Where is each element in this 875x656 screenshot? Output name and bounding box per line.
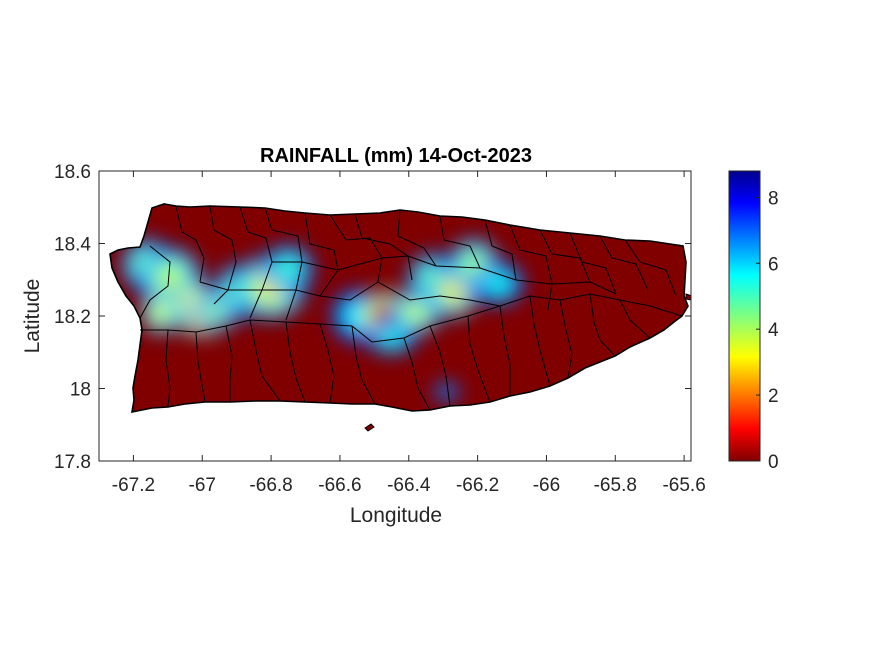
colorbar-tick-label: 0: [768, 452, 779, 473]
municipality-boundary: [499, 305, 511, 396]
x-tick-label: -66.2: [456, 475, 499, 496]
y-tick-label: 17.8: [54, 452, 91, 473]
rain-cell: [366, 321, 417, 354]
municipality-boundary: [285, 321, 306, 403]
municipality-boundary: [165, 329, 171, 408]
municipality-boundary: [329, 214, 383, 283]
rain-layer: [122, 238, 524, 402]
colorbar-tick-label: 8: [768, 188, 779, 209]
rain-cell: [473, 262, 524, 305]
municipality-boundary: [264, 207, 303, 321]
municipality-boundary: [319, 323, 335, 404]
rain-cell: [390, 291, 441, 334]
x-axis-label: Longitude: [350, 504, 442, 527]
caja-de-muertos-island: [364, 423, 375, 432]
municipality-boundary: [529, 295, 551, 387]
east-islet: [685, 293, 691, 301]
x-tick-label: -67.2: [112, 475, 155, 496]
municipality-boundary: [377, 281, 501, 307]
colorbar-tick-label: 4: [768, 320, 779, 341]
rain-cell: [263, 245, 314, 293]
municipality-boundary: [354, 213, 413, 281]
x-tick-label: -65.6: [662, 475, 705, 496]
y-tick-label: 18.4: [54, 235, 91, 256]
y-tick-label: 18.2: [54, 307, 91, 328]
municipality-boundary: [304, 212, 339, 297]
municipality-boundary: [175, 205, 205, 283]
municipality-boundary: [589, 293, 616, 357]
municipality-boundary: [467, 315, 491, 403]
island-rainfall-field: [110, 204, 688, 412]
colorbar-tick-label: 2: [768, 386, 779, 407]
municipality-boundary: [272, 255, 617, 295]
municipality-boundary: [569, 232, 617, 295]
rain-contour: [404, 302, 427, 322]
colorbar-ticks: 0 2 4 6 8: [756, 188, 779, 473]
rain-contour: [487, 273, 510, 293]
x-tick-label: -66: [533, 475, 560, 496]
y-axis-label: Latitude: [21, 279, 44, 354]
y-tick-label: 18: [70, 380, 91, 401]
municipality-boundaries: [139, 205, 683, 411]
municipality-boundary: [239, 206, 273, 319]
municipality-boundary: [397, 209, 437, 267]
rain-contour: [380, 330, 403, 345]
x-axis-ticks: -67.2 -67 -66.8 -66.6 -66.4 -66.2 -66 -65.8 -65.…: [112, 171, 706, 496]
municipality-boundary: [619, 299, 651, 339]
colorbar-tick-label: 6: [768, 254, 779, 275]
x-tick-label: -67: [189, 475, 216, 496]
rain-cell: [140, 291, 181, 334]
municipality-boundary: [225, 325, 233, 402]
y-tick-label: 18.6: [54, 162, 91, 183]
x-tick-label: -65.8: [594, 475, 637, 496]
municipality-boundary: [599, 235, 649, 291]
rain-cell: [428, 264, 479, 317]
y-axis-ticks: 17.8 18 18.2 18.4 18.6: [54, 162, 691, 473]
municipality-boundary: [403, 337, 431, 411]
rain-contour: [152, 302, 170, 322]
municipality-boundary: [429, 325, 451, 407]
rain-contour: [441, 387, 453, 397]
municipality-boundary: [351, 325, 376, 405]
municipality-boundary: [351, 293, 683, 343]
rain-cell: [434, 382, 460, 402]
island-coastline: [109, 203, 689, 414]
x-tick-label: -66.8: [249, 475, 292, 496]
x-tick-label: -66.6: [318, 475, 361, 496]
municipality-boundary: [439, 215, 481, 269]
x-tick-label: -66.4: [387, 475, 431, 496]
municipality-boundary: [624, 239, 677, 297]
municipality-boundary: [484, 219, 517, 281]
municipality-boundary: [209, 205, 237, 305]
municipality-boundary: [249, 319, 281, 402]
municipality-boundary: [199, 281, 379, 301]
municipality-boundary: [509, 224, 553, 311]
colorbar: [728, 170, 761, 462]
municipality-boundary: [140, 319, 353, 333]
chart-title: RAINFALL (mm) 14-Oct-2023: [260, 145, 532, 167]
municipality-boundary: [139, 245, 171, 319]
municipality-boundary: [539, 229, 591, 283]
municipality-boundary: [559, 299, 573, 379]
rain-contour: [277, 258, 300, 280]
municipality-boundary: [195, 331, 206, 403]
